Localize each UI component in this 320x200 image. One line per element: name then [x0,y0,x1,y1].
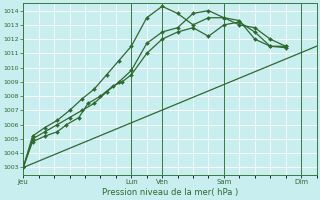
X-axis label: Pression niveau de la mer( hPa ): Pression niveau de la mer( hPa ) [102,188,238,197]
